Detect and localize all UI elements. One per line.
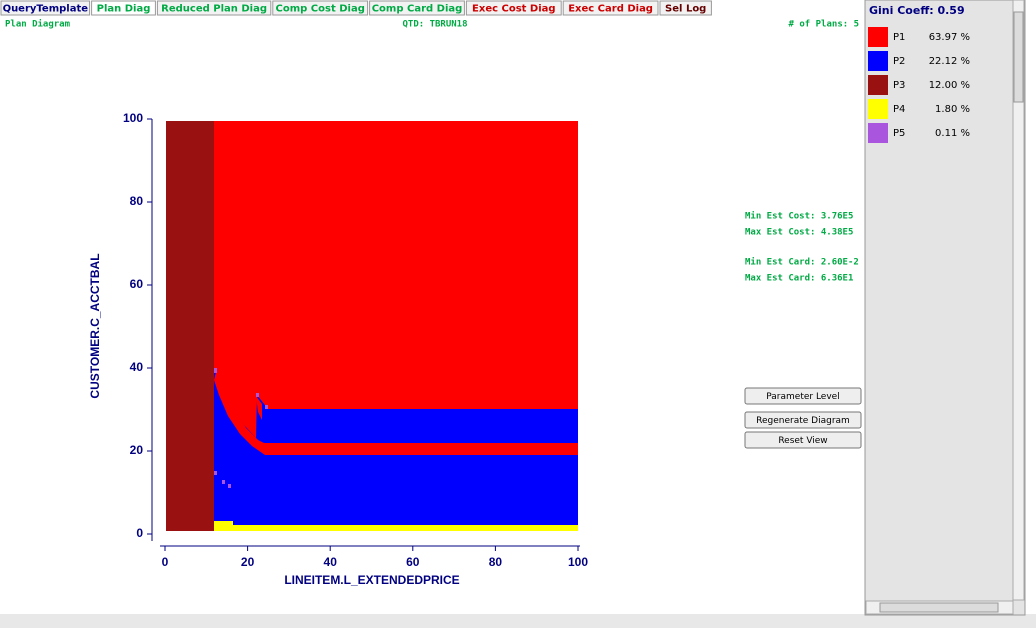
region-p5	[214, 471, 217, 475]
tab-label[interactable]: Comp Cost Diag	[276, 4, 365, 15]
region-p5	[265, 405, 268, 409]
tab-label[interactable]: Exec Card Diag	[568, 4, 653, 15]
x-tick-label: 20	[241, 555, 255, 569]
tab-label[interactable]: QueryTemplate	[3, 4, 89, 15]
stat-text: Max Est Card: 6.36E1	[745, 274, 853, 284]
x-tick-label: 80	[489, 555, 503, 569]
x-tick-label: 0	[162, 555, 169, 569]
region-p5	[222, 480, 225, 484]
legend-plan: P4	[893, 104, 905, 115]
window-bottom	[0, 614, 1036, 628]
y-tick-label: 20	[130, 443, 144, 457]
stat-text: Min Est Cost: 3.76E5	[745, 211, 853, 222]
header-center: QTD: TBRUN18	[402, 20, 467, 30]
scroll-thumb[interactable]	[879, 602, 999, 613]
legend-percent: 1.80 %	[935, 104, 970, 115]
legend-plan: P1	[893, 32, 905, 43]
tab-label[interactable]: Plan Diag	[97, 4, 151, 15]
legend-plan: P5	[893, 128, 905, 139]
y-tick-label: 100	[123, 111, 143, 125]
tab[interactable]	[465, 0, 562, 16]
button-label[interactable]: Regenerate Diagram	[756, 416, 850, 426]
tab[interactable]	[91, 0, 156, 16]
tab-label[interactable]: Exec Cost Diag	[472, 4, 556, 15]
legend-plan: P2	[893, 56, 905, 67]
legend-panel	[864, 0, 1026, 616]
tab[interactable]	[0, 0, 91, 16]
button-label[interactable]: Reset View	[778, 436, 827, 446]
tab[interactable]	[562, 0, 659, 16]
region-p4	[214, 521, 233, 531]
tab-label[interactable]: Sel Log	[665, 4, 706, 15]
region-p1	[214, 372, 578, 455]
region-p3	[166, 121, 214, 531]
plan-regions	[166, 121, 578, 531]
tab[interactable]	[156, 0, 272, 16]
tab-label[interactable]: Reduced Plan Diag	[161, 4, 267, 15]
x-tick-label: 40	[324, 555, 338, 569]
legend-swatch	[868, 27, 888, 47]
legend-plan: P3	[893, 80, 905, 91]
y-tick-label: 0	[136, 526, 143, 540]
legend-percent: 0.11 %	[935, 128, 970, 139]
legend-swatch	[868, 75, 888, 95]
legend-percent: 22.12 %	[929, 56, 970, 67]
vertical-scrollbar[interactable]	[1012, 0, 1025, 601]
region-p5	[256, 393, 259, 397]
header-right: # of Plans: 5	[789, 20, 859, 30]
button[interactable]	[744, 387, 862, 405]
region-p5	[228, 484, 231, 488]
x-tick-label: 60	[406, 555, 420, 569]
button-label[interactable]: Parameter Level	[766, 392, 839, 402]
y-tick-label: 80	[130, 194, 144, 208]
scroll-thumb[interactable]	[1013, 11, 1024, 103]
tab[interactable]	[272, 0, 369, 16]
region-p5	[214, 368, 217, 373]
legend-swatch	[868, 123, 888, 143]
y-axis-label: CUSTOMER.C_ACCTBAL	[88, 253, 102, 398]
y-tick-label: 60	[130, 277, 144, 291]
y-tick-label: 40	[130, 360, 144, 374]
tab[interactable]	[659, 0, 712, 16]
stat-text: Max Est Cost: 4.38E5	[745, 228, 853, 238]
stat-text: Min Est Card: 2.60E-2	[745, 257, 859, 268]
tab-label[interactable]: Comp Card Diag	[372, 4, 463, 15]
tab[interactable]	[369, 0, 465, 16]
x-axis-label: LINEITEM.L_EXTENDEDPRICE	[284, 573, 459, 587]
button[interactable]	[744, 411, 862, 429]
legend-title: Gini Coeff: 0.59	[869, 4, 965, 17]
x-tick-label: 100	[568, 555, 588, 569]
legend-percent: 12.00 %	[929, 80, 970, 91]
legend-swatch	[868, 51, 888, 71]
region-p1	[256, 396, 262, 420]
legend-swatch	[868, 99, 888, 119]
header-left: Plan Diagram	[5, 19, 71, 30]
region-p4	[233, 525, 578, 531]
button[interactable]	[744, 431, 862, 449]
legend-percent: 63.97 %	[929, 32, 970, 43]
